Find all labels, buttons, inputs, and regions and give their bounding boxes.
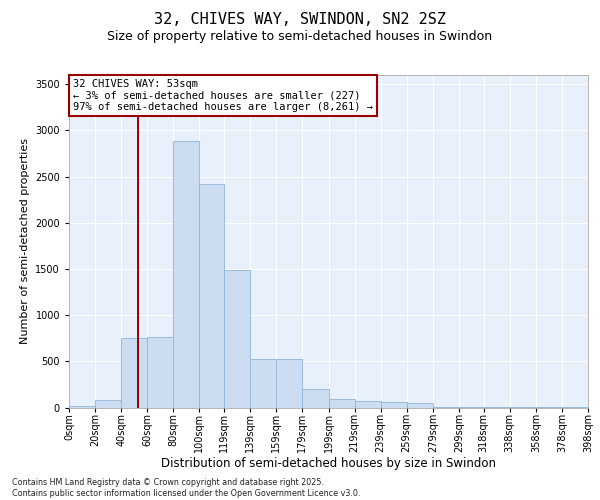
Bar	[459, 406, 484, 408]
Bar	[302, 390, 329, 407]
Y-axis label: Number of semi-detached properties: Number of semi-detached properties	[20, 138, 29, 344]
Bar	[224, 270, 250, 407]
Bar	[407, 404, 433, 407]
Bar	[121, 338, 147, 407]
Bar	[173, 140, 199, 407]
Bar	[147, 338, 173, 407]
Text: Contains HM Land Registry data © Crown copyright and database right 2025.
Contai: Contains HM Land Registry data © Crown c…	[12, 478, 361, 498]
Bar	[95, 400, 121, 407]
Bar	[199, 184, 224, 408]
Bar	[69, 406, 95, 408]
Bar	[380, 402, 407, 407]
Bar	[329, 399, 355, 407]
Text: 32 CHIVES WAY: 53sqm
← 3% of semi-detached houses are smaller (227)
97% of semi-: 32 CHIVES WAY: 53sqm ← 3% of semi-detach…	[73, 78, 373, 112]
Text: 32, CHIVES WAY, SWINDON, SN2 2SZ: 32, CHIVES WAY, SWINDON, SN2 2SZ	[154, 12, 446, 28]
Bar	[433, 406, 459, 408]
X-axis label: Distribution of semi-detached houses by size in Swindon: Distribution of semi-detached houses by …	[161, 456, 496, 469]
Bar	[250, 358, 277, 408]
Bar	[277, 358, 302, 408]
Bar	[355, 400, 380, 407]
Text: Size of property relative to semi-detached houses in Swindon: Size of property relative to semi-detach…	[107, 30, 493, 43]
